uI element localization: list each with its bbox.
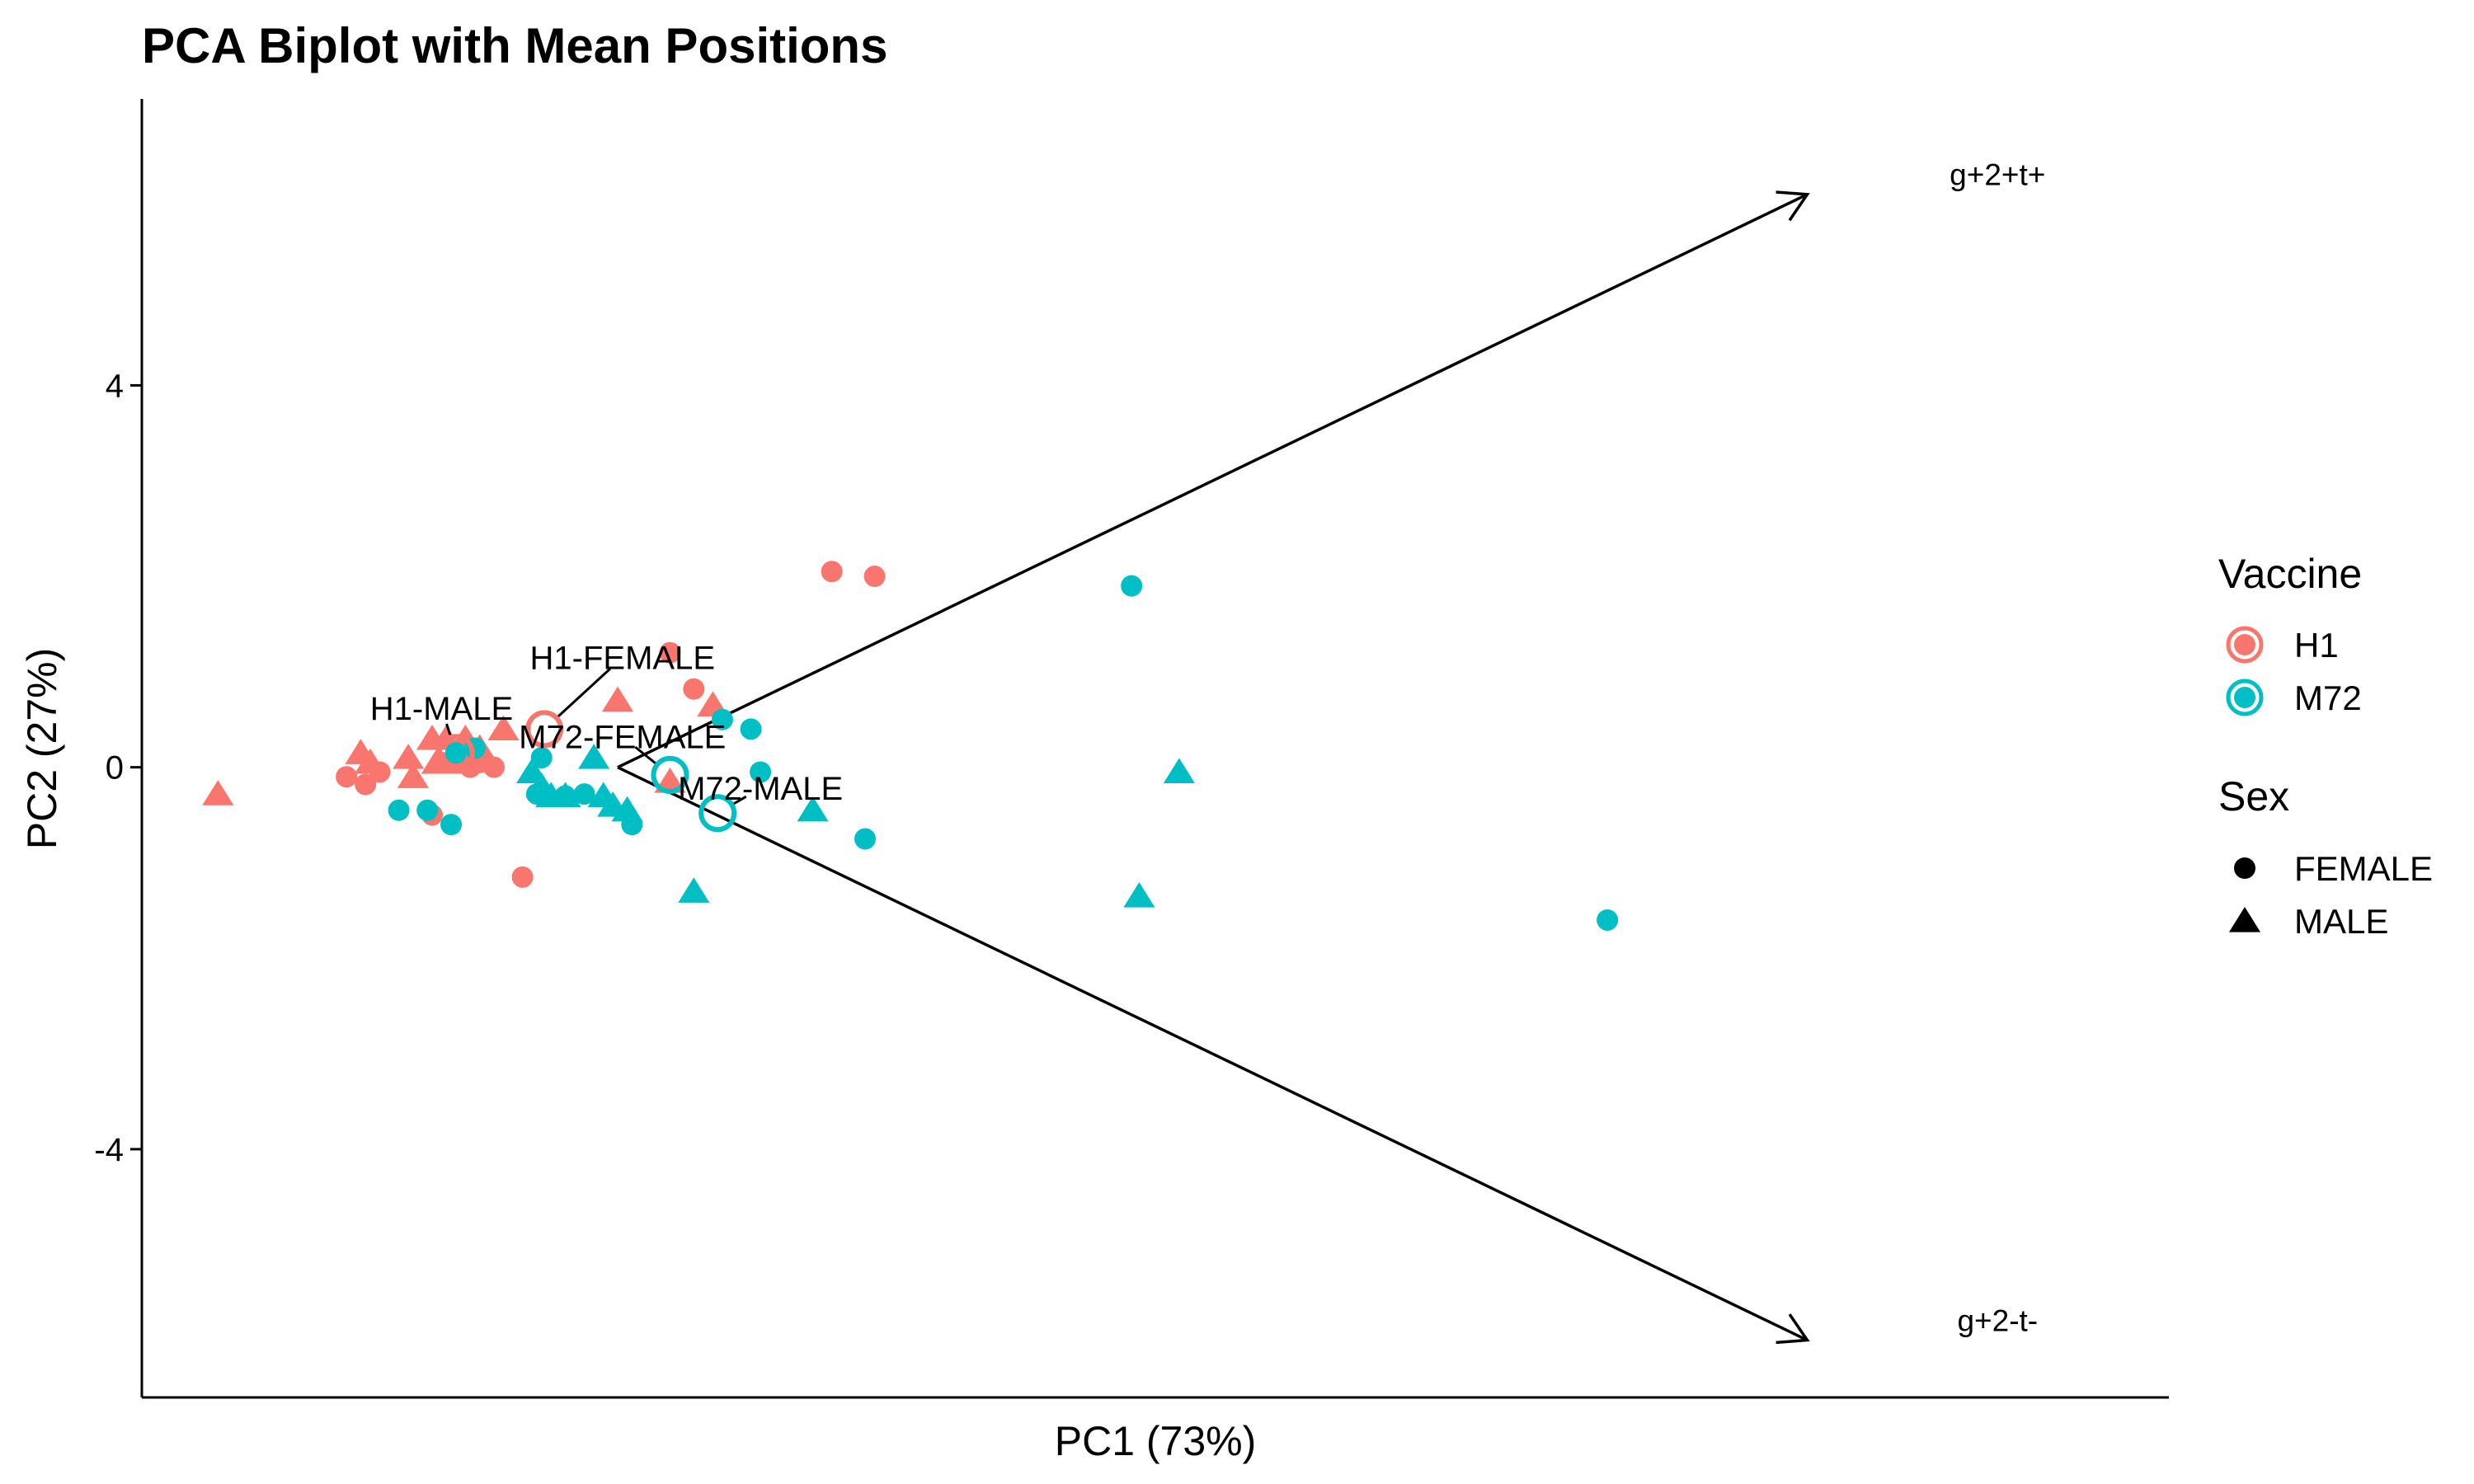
legend-key-circle [2234, 857, 2255, 879]
data-point-female [750, 761, 772, 783]
y-axis-ticks: -4 0 4 [94, 368, 142, 1168]
data-point-female [336, 766, 358, 788]
mean-leader-line [634, 745, 657, 765]
mean-marker [651, 755, 689, 794]
data-point-female [388, 799, 410, 821]
y-axis-title: PC2 (27%) [19, 648, 65, 850]
legend-key-ring [2226, 679, 2264, 716]
y-tick-label: -4 [94, 1132, 124, 1168]
legend-key-dot [2234, 634, 2255, 655]
legend-key-triangle [2228, 907, 2261, 932]
legend-label-sex: FEMALE [2294, 849, 2433, 888]
legend-label-vaccine: H1 [2294, 626, 2339, 665]
arrow-head [1776, 1313, 1810, 1345]
data-point-female [711, 708, 733, 730]
data-point-male [1123, 882, 1155, 908]
x-axis-title: PC1 (73%) [1055, 1418, 1257, 1464]
data-point-female [444, 742, 467, 764]
legend-title-sex: Sex [2218, 773, 2289, 819]
arrow-head [1776, 190, 1810, 222]
data-point-male [601, 686, 634, 712]
mean-marker [436, 734, 475, 773]
data-point-female [573, 783, 595, 805]
data-point-female [530, 747, 553, 769]
data-point-male [1163, 758, 1195, 784]
mean-label: M72-MALE [678, 771, 843, 807]
data-point-male [393, 744, 425, 769]
data-point-female [863, 566, 886, 588]
data-point-female [659, 641, 681, 664]
data-point-female [440, 814, 463, 836]
loading-arrow [617, 766, 1808, 1342]
mean-leader-line [557, 667, 612, 718]
data-point-female [511, 866, 534, 888]
data-point-female [416, 799, 439, 821]
chart-title: PCA Biplot with Mean Positions [142, 18, 887, 73]
mean-marker [698, 794, 737, 833]
mean-label: M72-FEMALE [519, 720, 726, 756]
mean-label: H1-FEMALE [530, 640, 716, 676]
data-point-female [854, 828, 877, 850]
data-point-female [740, 718, 762, 740]
loading-label: g+2-t- [1957, 1303, 2038, 1337]
data-point-female [1121, 575, 1143, 597]
data-point-male [678, 877, 710, 903]
data-point-male [202, 780, 234, 805]
data-point-male [611, 796, 643, 822]
mean-label: H1-MALE [370, 691, 513, 727]
mean-leader-line [732, 795, 747, 805]
data-point-male [487, 715, 520, 740]
mean-leader-line [445, 723, 452, 736]
data-point-male [578, 744, 610, 769]
data-point-female [482, 756, 505, 778]
data-point-male [397, 763, 429, 788]
mean-marker [525, 710, 564, 749]
legend-key-ring [2226, 626, 2264, 664]
legend-title-vaccine: Vaccine [2218, 551, 2362, 597]
data-point-female [355, 773, 377, 796]
plot-area: g+2+t+ g+2-t- H1-MALE H1-FEMALE M72-FEMALE M7… [202, 158, 2045, 1345]
data-point-male [654, 768, 686, 793]
data-point-male [354, 748, 386, 774]
loading-arrow [617, 193, 1808, 769]
y-tick-label: 0 [106, 750, 124, 787]
legend-label-sex: MALE [2294, 902, 2388, 941]
data-point-female [683, 678, 705, 700]
legend-key-dot [2234, 687, 2255, 708]
legend-label-vaccine: M72 [2294, 679, 2362, 717]
data-point-male [797, 796, 829, 822]
data-point-male [549, 782, 581, 808]
data-point-female [821, 561, 843, 583]
y-tick-label: 4 [106, 368, 124, 404]
loading-label: g+2+t+ [1950, 158, 2045, 192]
data-point-female [1597, 909, 1619, 931]
